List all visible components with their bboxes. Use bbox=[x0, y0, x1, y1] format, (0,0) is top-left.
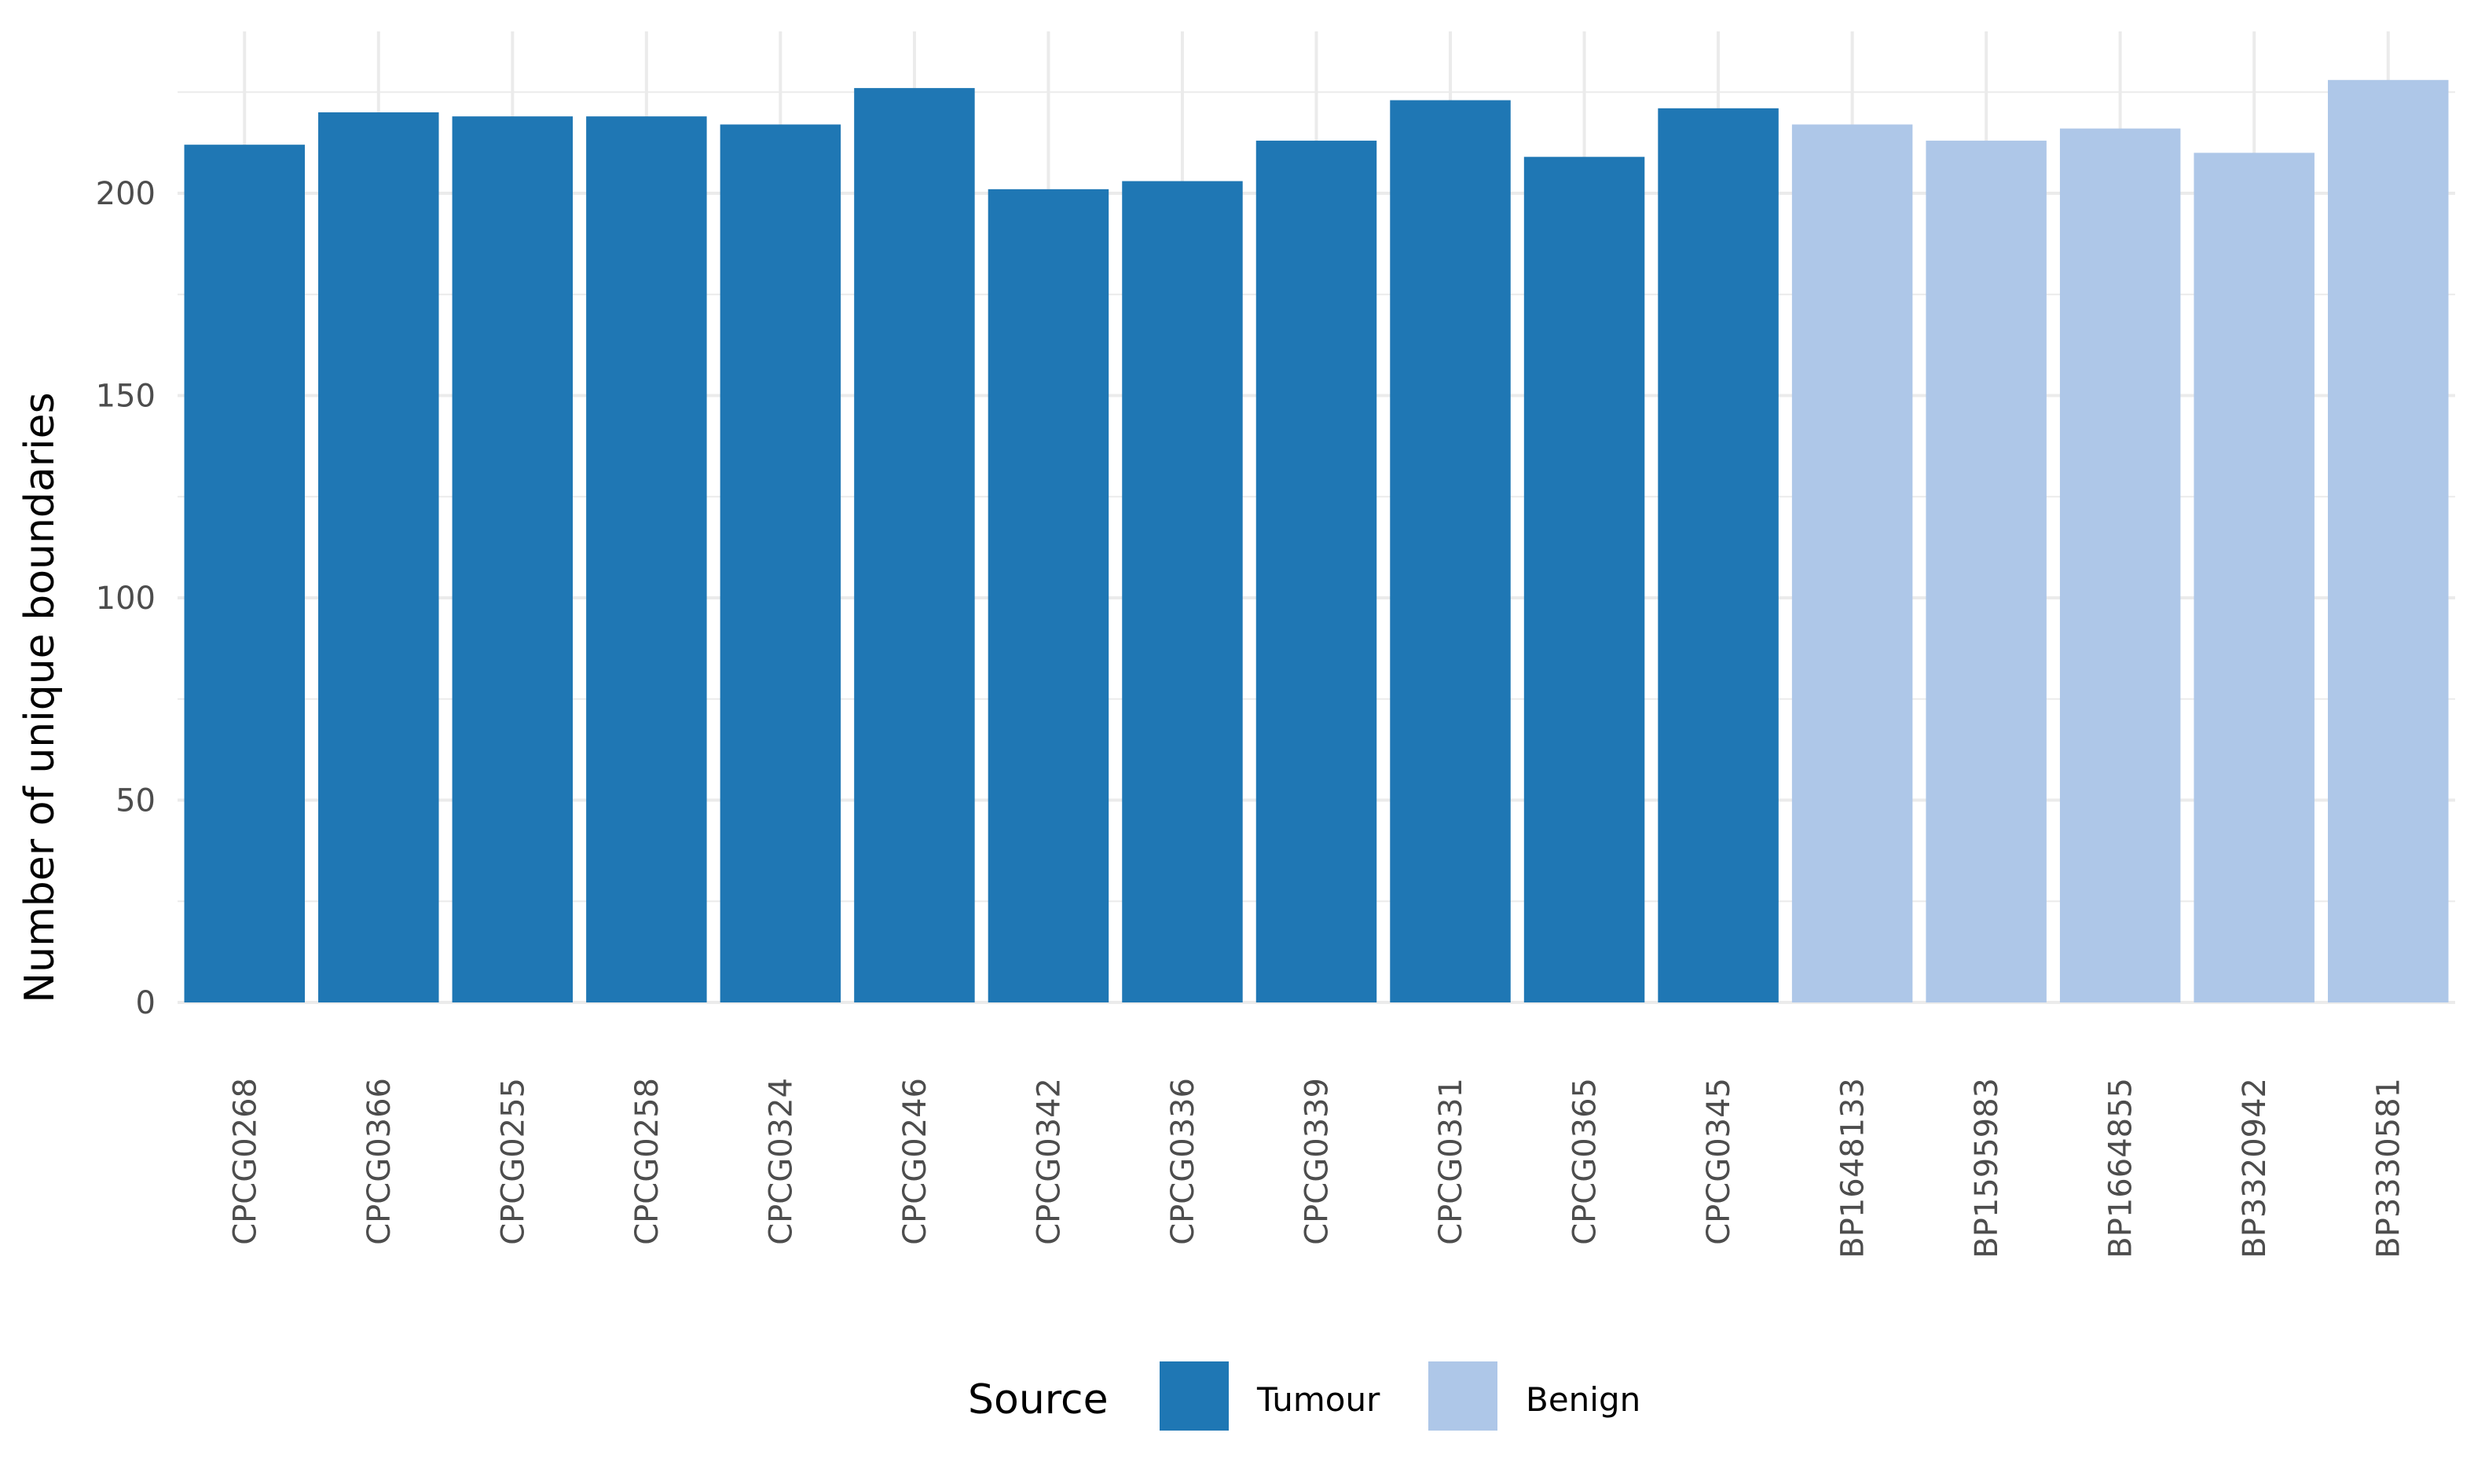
y-axis-ticks: 0 50 100 150 200 bbox=[96, 176, 156, 1021]
y-tick-label: 0 bbox=[136, 985, 156, 1021]
bar-cpcg0342 bbox=[988, 189, 1109, 1003]
bar-cpcg0258 bbox=[586, 116, 707, 1002]
legend-label-benign: Benign bbox=[1526, 1380, 1640, 1419]
x-tick-label: BP3320942 bbox=[2237, 1078, 2273, 1259]
y-tick-label: 150 bbox=[96, 379, 156, 415]
bar-cpcg0339 bbox=[1255, 141, 1377, 1002]
legend-swatch-tumour bbox=[1160, 1361, 1229, 1431]
y-tick-label: 100 bbox=[96, 581, 156, 617]
x-tick-label: CPCG0365 bbox=[1567, 1078, 1604, 1245]
bar-bp1595983 bbox=[1926, 141, 2047, 1002]
bar-cpcg0336 bbox=[1122, 181, 1243, 1002]
bar-bp1648133 bbox=[1791, 124, 1913, 1003]
legend: Source Tumour Benign bbox=[968, 1361, 1640, 1431]
x-axis-ticks: CPCG0268 CPCG0366 CPCG0255 CPCG0258 CPCG0324… bbox=[227, 1078, 2406, 1259]
x-tick-label: CPCG0342 bbox=[1031, 1078, 1067, 1245]
legend-title: Source bbox=[968, 1376, 1109, 1424]
legend-label-tumour: Tumour bbox=[1256, 1380, 1380, 1419]
x-tick-label: BP3330581 bbox=[2371, 1078, 2407, 1259]
bar-cpcg0246 bbox=[854, 88, 975, 1003]
bar-cpcg0331 bbox=[1390, 100, 1511, 1002]
x-tick-label: CPCG0268 bbox=[227, 1078, 263, 1245]
x-tick-label: CPCG0345 bbox=[1701, 1078, 1737, 1245]
bar-bp3330581 bbox=[2327, 79, 2449, 1002]
x-tick-label: CPCG0336 bbox=[1165, 1078, 1201, 1245]
bar-cpcg0268 bbox=[184, 145, 306, 1003]
bar-cpcg0365 bbox=[1523, 156, 1645, 1002]
x-tick-label: CPCG0339 bbox=[1299, 1078, 1336, 1245]
bar-cpcg0255 bbox=[452, 116, 574, 1002]
x-tick-label: BP1664855 bbox=[2103, 1078, 2139, 1259]
bar-cpcg0345 bbox=[1658, 108, 1779, 1003]
bars bbox=[184, 79, 2449, 1003]
x-tick-label: BP1648133 bbox=[1835, 1078, 1871, 1259]
x-tick-label: CPCG0366 bbox=[361, 1078, 398, 1245]
bar-cpcg0324 bbox=[720, 124, 841, 1003]
y-axis-title: Number of unique boundaries bbox=[16, 392, 64, 1002]
bar-bp3320942 bbox=[2194, 152, 2315, 1002]
bar-cpcg0366 bbox=[318, 112, 439, 1002]
x-tick-label: CPCG0246 bbox=[897, 1078, 933, 1245]
bar-bp1664855 bbox=[2059, 128, 2181, 1003]
x-tick-label: CPCG0324 bbox=[763, 1078, 799, 1245]
x-tick-label: CPCG0255 bbox=[495, 1078, 531, 1245]
x-tick-label: BP1595983 bbox=[1969, 1078, 2005, 1259]
y-tick-label: 200 bbox=[96, 176, 156, 212]
legend-swatch-benign bbox=[1428, 1361, 1497, 1431]
x-tick-label: CPCG0258 bbox=[629, 1078, 665, 1245]
x-tick-label: CPCG0331 bbox=[1433, 1078, 1469, 1245]
y-tick-label: 50 bbox=[115, 783, 156, 819]
